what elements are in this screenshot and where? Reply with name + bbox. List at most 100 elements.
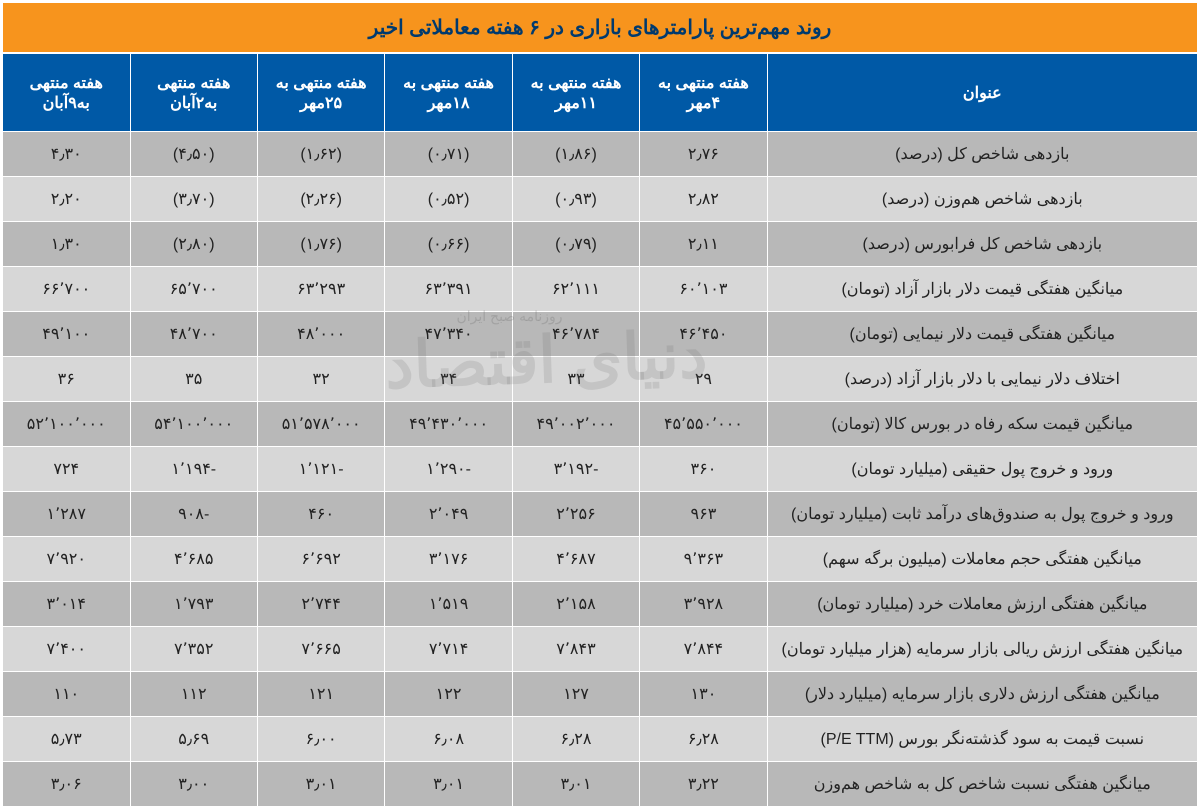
data-cell: ۵۲٬۱۰۰٬۰۰۰ bbox=[3, 402, 131, 447]
table-row: میانگین هفتگی قیمت دلار بازار آزاد (توما… bbox=[3, 267, 1198, 312]
header-week-2: هفته منتهی به ۱۸مهر bbox=[385, 54, 512, 132]
table-body: بازدهی شاخص کل (درصد)۲٫۷۶(۱٫۸۶)(۰٫۷۱)(۱٫… bbox=[3, 132, 1198, 807]
data-cell: ۹٬۳۶۳ bbox=[640, 537, 767, 582]
table-row: میانگین هفتگی ارزش دلاری بازار سرمایه (م… bbox=[3, 672, 1198, 717]
data-cell: -۱٬۱۲۱ bbox=[257, 447, 384, 492]
data-cell: ۳۳ bbox=[512, 357, 639, 402]
table-row: بازدهی شاخص کل (درصد)۲٫۷۶(۱٫۸۶)(۰٫۷۱)(۱٫… bbox=[3, 132, 1198, 177]
data-cell: ۱۳۰ bbox=[640, 672, 767, 717]
data-cell: ۳٬۹۲۸ bbox=[640, 582, 767, 627]
table-row: ورود و خروج پول حقیقی (میلیارد تومان)۳۶۰… bbox=[3, 447, 1198, 492]
data-cell: ۷٬۸۴۳ bbox=[512, 627, 639, 672]
data-cell: ۳٬۱۷۶ bbox=[385, 537, 512, 582]
data-cell: ۶۳٬۳۹۱ bbox=[385, 267, 512, 312]
data-cell: ۲٬۰۴۹ bbox=[385, 492, 512, 537]
row-label: بازدهی شاخص کل (درصد) bbox=[767, 132, 1197, 177]
data-cell: ۲٫۸۲ bbox=[640, 177, 767, 222]
row-label: میانگین قیمت سکه رفاه در بورس کالا (توما… bbox=[767, 402, 1197, 447]
row-label: بازدهی شاخص کل فرابورس (درصد) bbox=[767, 222, 1197, 267]
data-cell: ۳٫۰۱ bbox=[257, 762, 384, 807]
data-cell: ۵٫۶۹ bbox=[130, 717, 257, 762]
data-cell: ۴۷٬۳۴۰ bbox=[385, 312, 512, 357]
data-table: عنوان هفته منتهی به ۴مهر هفته منتهی به ۱… bbox=[2, 53, 1198, 807]
data-cell: (۲٫۲۶) bbox=[257, 177, 384, 222]
data-cell: ۱٬۲۸۷ bbox=[3, 492, 131, 537]
data-cell: ۳٫۰۱ bbox=[385, 762, 512, 807]
data-cell: ۶۲٬۱۱۱ bbox=[512, 267, 639, 312]
market-params-table: روند مهم‌ترین پارامترهای بازاری در ۶ هفت… bbox=[0, 0, 1200, 809]
data-cell: ۴۶٬۷۸۴ bbox=[512, 312, 639, 357]
data-cell: ۱۱۰ bbox=[3, 672, 131, 717]
data-cell: ۱۲۷ bbox=[512, 672, 639, 717]
data-cell: ۴٫۳۰ bbox=[3, 132, 131, 177]
data-cell: ۷٬۷۱۴ bbox=[385, 627, 512, 672]
data-cell: ۷٬۸۴۴ bbox=[640, 627, 767, 672]
row-label: میانگین هفتگی ارزش ریالی بازار سرمایه (ه… bbox=[767, 627, 1197, 672]
data-cell: ۴۶٬۴۵۰ bbox=[640, 312, 767, 357]
data-cell: (۱٫۷۶) bbox=[257, 222, 384, 267]
data-cell: ۳۴ bbox=[385, 357, 512, 402]
data-cell: (۱٫۶۲) bbox=[257, 132, 384, 177]
data-cell: ۶٫۰۸ bbox=[385, 717, 512, 762]
data-cell: ۲٬۷۴۴ bbox=[257, 582, 384, 627]
header-week-0: هفته منتهی به ۴مهر bbox=[640, 54, 767, 132]
data-cell: ۲٫۱۱ bbox=[640, 222, 767, 267]
data-cell: (۰٫۵۲) bbox=[385, 177, 512, 222]
header-week-4: هفته منتهی به۲آبان bbox=[130, 54, 257, 132]
data-cell: ۳۵ bbox=[130, 357, 257, 402]
data-cell: ۴۶۰ bbox=[257, 492, 384, 537]
table-row: بازدهی شاخص کل فرابورس (درصد)۲٫۱۱(۰٫۷۹)(… bbox=[3, 222, 1198, 267]
data-cell: (۳٫۷۰) bbox=[130, 177, 257, 222]
table-row: میانگین هفتگی ارزش معاملات خرد (میلیارد … bbox=[3, 582, 1198, 627]
data-cell: ۲٬۲۵۶ bbox=[512, 492, 639, 537]
data-cell: ۲٫۲۰ bbox=[3, 177, 131, 222]
data-cell: ۴۵٬۵۵۰٬۰۰۰ bbox=[640, 402, 767, 447]
data-cell: ۱٫۳۰ bbox=[3, 222, 131, 267]
data-cell: ۳٬۰۱۴ bbox=[3, 582, 131, 627]
data-cell: ۷٬۳۵۲ bbox=[130, 627, 257, 672]
table-row: نسبت قیمت به سود گذشته‌نگر بورس (P/E TTM… bbox=[3, 717, 1198, 762]
data-cell: ۴٬۶۸۵ bbox=[130, 537, 257, 582]
header-week-5: هفته منتهی به۹آبان bbox=[3, 54, 131, 132]
data-cell: ۳٫۰۰ bbox=[130, 762, 257, 807]
data-cell: ۷۲۴ bbox=[3, 447, 131, 492]
row-label: ورود و خروج پول به صندوق‌های درآمد ثابت … bbox=[767, 492, 1197, 537]
table-row: اختلاف دلار نیمایی با دلار بازار آزاد (د… bbox=[3, 357, 1198, 402]
header-week-1: هفته منتهی به ۱۱مهر bbox=[512, 54, 639, 132]
data-cell: ۶۵٬۷۰۰ bbox=[130, 267, 257, 312]
data-cell: ۳٫۰۱ bbox=[512, 762, 639, 807]
row-label: اختلاف دلار نیمایی با دلار بازار آزاد (د… bbox=[767, 357, 1197, 402]
table-title: روند مهم‌ترین پارامترهای بازاری در ۶ هفت… bbox=[2, 2, 1198, 53]
row-label: میانگین هفتگی حجم معاملات (میلیون برگه س… bbox=[767, 537, 1197, 582]
data-cell: -۱٬۲۹۰ bbox=[385, 447, 512, 492]
data-cell: ۳۲ bbox=[257, 357, 384, 402]
data-cell: ۵٫۷۳ bbox=[3, 717, 131, 762]
data-cell: ۶۳٬۲۹۳ bbox=[257, 267, 384, 312]
data-cell: ۹۶۳ bbox=[640, 492, 767, 537]
data-cell: ۳۶۰ bbox=[640, 447, 767, 492]
data-cell: ۷٬۹۲۰ bbox=[3, 537, 131, 582]
data-cell: -۱٬۱۹۴ bbox=[130, 447, 257, 492]
data-cell: ۶٫۰۰ bbox=[257, 717, 384, 762]
data-cell: -۳٬۱۹۲ bbox=[512, 447, 639, 492]
data-cell: ۶٬۶۹۲ bbox=[257, 537, 384, 582]
data-cell: ۴۹٬۰۰۲٬۰۰۰ bbox=[512, 402, 639, 447]
row-label: میانگین هفتگی ارزش دلاری بازار سرمایه (م… bbox=[767, 672, 1197, 717]
data-cell: ۶۶٬۷۰۰ bbox=[3, 267, 131, 312]
header-main: عنوان bbox=[767, 54, 1197, 132]
data-cell: ۱۱۲ bbox=[130, 672, 257, 717]
header-row: عنوان هفته منتهی به ۴مهر هفته منتهی به ۱… bbox=[3, 54, 1198, 132]
table-row: میانگین هفتگی حجم معاملات (میلیون برگه س… bbox=[3, 537, 1198, 582]
row-label: میانگین هفتگی ارزش معاملات خرد (میلیارد … bbox=[767, 582, 1197, 627]
row-label: میانگین هفتگی قیمت دلار بازار آزاد (توما… bbox=[767, 267, 1197, 312]
data-cell: (۰٫۷۱) bbox=[385, 132, 512, 177]
data-cell: ۲۹ bbox=[640, 357, 767, 402]
data-cell: (۰٫۶۶) bbox=[385, 222, 512, 267]
table-row: میانگین هفتگی ارزش ریالی بازار سرمایه (ه… bbox=[3, 627, 1198, 672]
data-cell: (۴٫۵۰) bbox=[130, 132, 257, 177]
data-cell: (۱٫۸۶) bbox=[512, 132, 639, 177]
data-cell: (۰٫۹۳) bbox=[512, 177, 639, 222]
table-row: بازدهی شاخص هم‌وزن (درصد)۲٫۸۲(۰٫۹۳)(۰٫۵۲… bbox=[3, 177, 1198, 222]
data-cell: ۶٫۲۸ bbox=[512, 717, 639, 762]
data-cell: ۵۴٬۱۰۰٬۰۰۰ bbox=[130, 402, 257, 447]
